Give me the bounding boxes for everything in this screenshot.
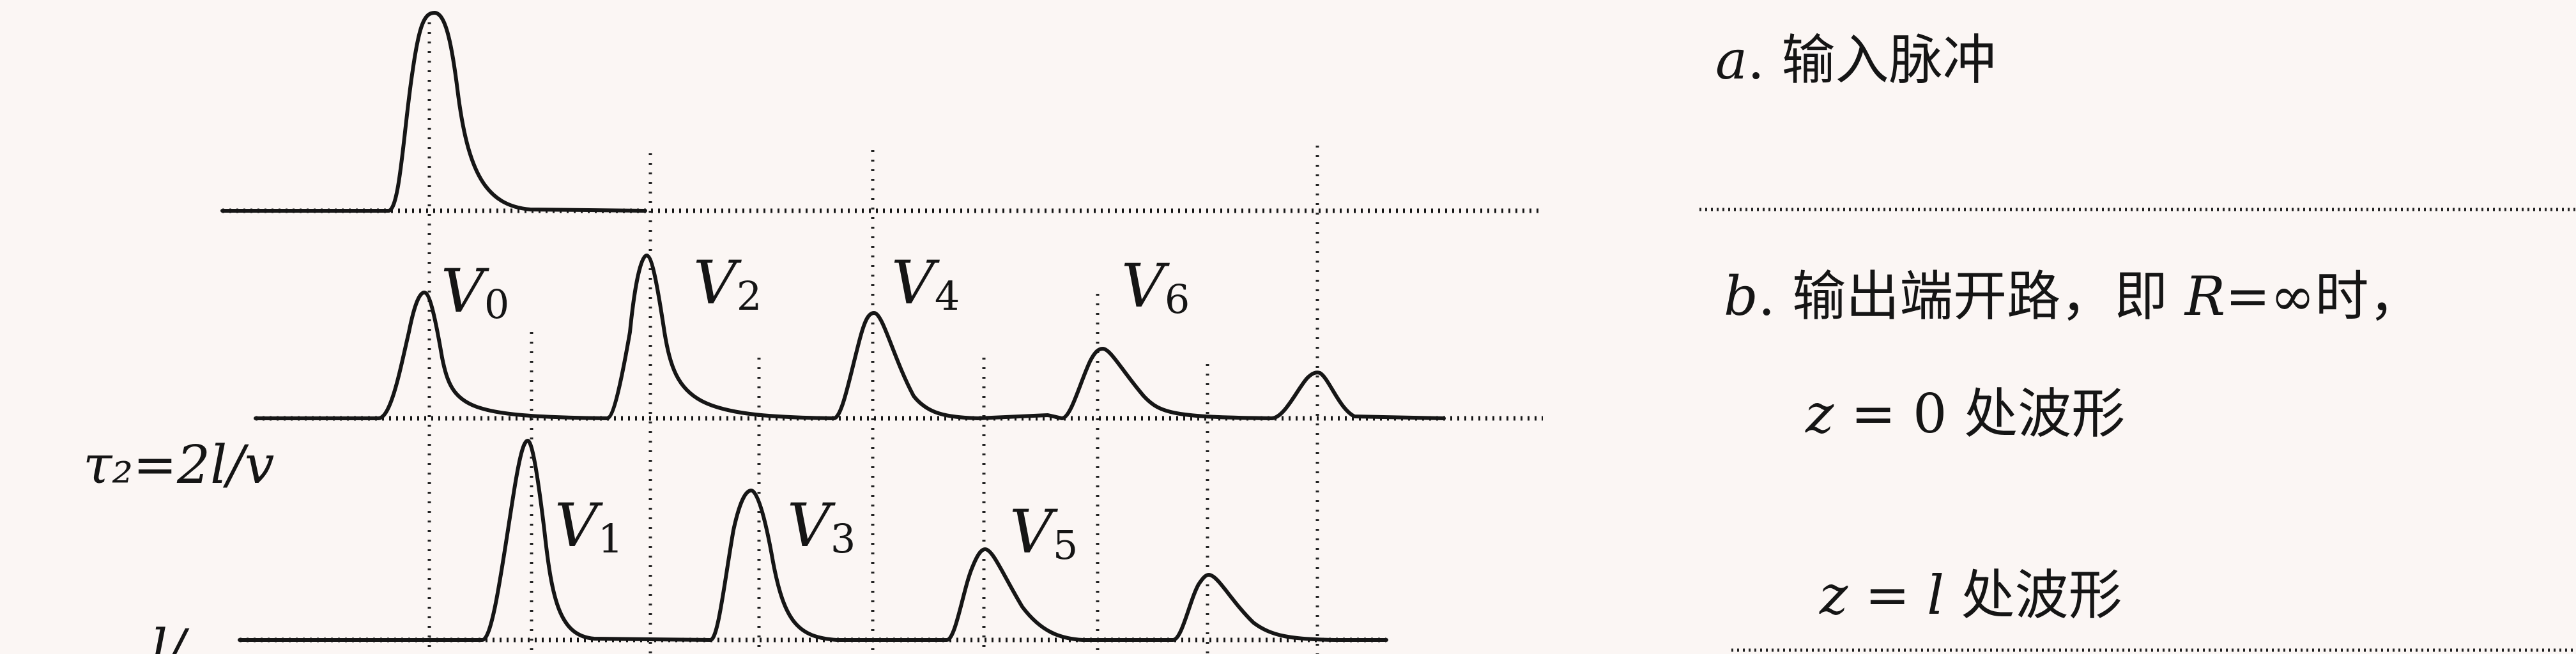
- caption-a-letter: a: [1715, 29, 1748, 91]
- label-v0: V0: [441, 257, 509, 328]
- z0-waveform: [254, 254, 1446, 420]
- caption-zl-text: 处波形: [1943, 564, 2122, 627]
- caption-z0-text: = 0 处波形: [1834, 383, 2126, 445]
- caption-b-text: . 输出端开路，即: [1758, 265, 2185, 328]
- partial-label: l/: [151, 619, 190, 654]
- label-v3: V3: [787, 491, 855, 562]
- caption-b-r: R: [2184, 265, 2226, 328]
- caption-a: a. 输入脉冲: [1715, 33, 1997, 87]
- caption-zl-eq: =: [1848, 564, 1928, 627]
- input-pulse: [220, 11, 647, 213]
- zl-waveform: [238, 439, 1388, 642]
- caption-z0-var: z: [1805, 383, 1834, 445]
- caption-z0: z = 0 处波形: [1805, 387, 2125, 441]
- label-v6: V6: [1121, 252, 1190, 323]
- caption-b-letter: b: [1724, 265, 1758, 328]
- caption-a-text: . 输入脉冲: [1747, 29, 1997, 91]
- tau2-label: τ₂=2l/v: [83, 435, 274, 496]
- label-v5: V5: [1009, 498, 1078, 568]
- caption-b: b. 输出端开路，即 R=∞时，: [1724, 270, 2423, 323]
- caption-b-text-end: =∞时，: [2225, 265, 2423, 328]
- caption-zl-var: z: [1820, 564, 1848, 627]
- label-v1: V1: [555, 491, 623, 562]
- label-v4: V4: [891, 248, 960, 319]
- label-v2: V2: [693, 248, 762, 319]
- caption-zl: z = l 处波形: [1820, 568, 2122, 622]
- caption-zl-l: l: [1927, 564, 1944, 627]
